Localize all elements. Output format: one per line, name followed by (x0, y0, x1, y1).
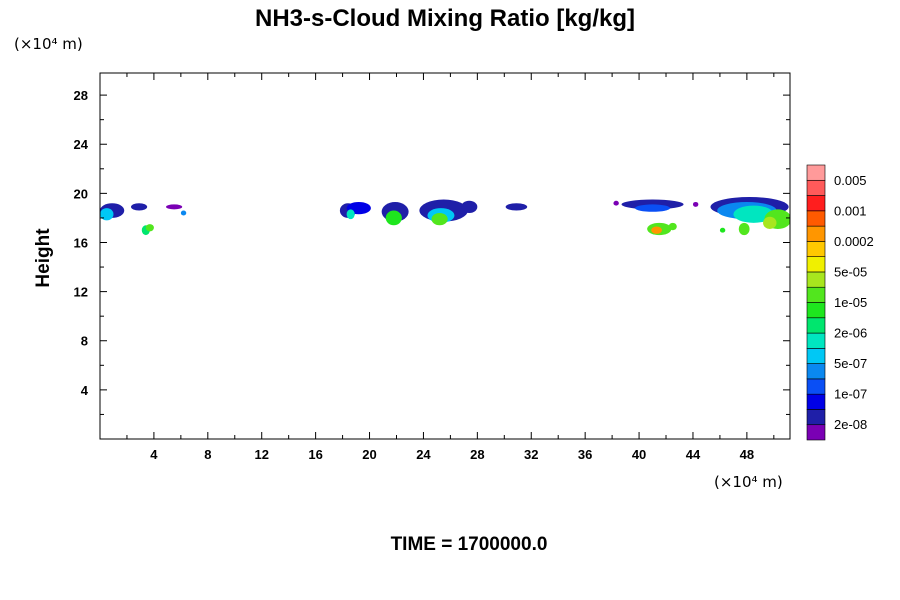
colorbar-swatch (806, 317, 826, 334)
colorbar-swatch (806, 210, 826, 227)
colorbar-swatch (806, 164, 826, 181)
cloud-region-16 (505, 203, 528, 211)
colorbar-label: 0.001 (834, 203, 867, 218)
y-tick-label: 28 (74, 88, 88, 103)
cloud-region-6 (180, 210, 187, 216)
colorbar-label: 1e-07 (834, 387, 867, 402)
x-tick-label: 16 (308, 447, 322, 462)
x-tick-label: 44 (686, 447, 701, 462)
cloud-region-15 (461, 200, 478, 214)
colorbar-label: 0.005 (834, 173, 867, 188)
colorbar-swatch (806, 302, 826, 319)
x-tick-label: 20 (362, 447, 376, 462)
colorbar-swatch (806, 409, 826, 426)
cloud-region-19 (635, 204, 671, 212)
cloud-region-29 (738, 222, 750, 236)
time-label: TIME = 1700000.0 (391, 534, 548, 555)
colorbar-swatch (806, 241, 826, 257)
cloud-region-28 (763, 216, 777, 229)
colorbar-label: 2e-06 (834, 326, 867, 341)
cloud-region-11 (385, 210, 402, 226)
colorbar-label: 5e-05 (834, 264, 867, 279)
colorbar-swatch (806, 348, 826, 364)
x-tick-label: 40 (632, 447, 646, 462)
colorbar-label: 2e-08 (834, 417, 867, 432)
colorbar-swatch (806, 256, 826, 273)
colorbar-swatch (806, 424, 826, 441)
cloud-region-5 (166, 204, 183, 210)
x-tick-label: 28 (470, 447, 484, 462)
x-tick-label: 48 (740, 447, 754, 462)
x-tick-label: 4 (150, 447, 158, 462)
colorbar-label: 5e-07 (834, 356, 867, 371)
cloud-region-14 (431, 213, 448, 226)
y-tick-label: 12 (74, 285, 88, 300)
colorbar-label: 1e-05 (834, 295, 867, 310)
colorbar-swatch (806, 286, 826, 303)
y-tick-label: 8 (81, 334, 88, 349)
colorbar-swatch (806, 195, 826, 212)
cloud-region-2 (130, 203, 148, 211)
colorbar-swatch (806, 378, 826, 395)
y-unit-label: (×10⁴ m) (14, 35, 83, 53)
colorbar-swatch (806, 271, 826, 288)
chart-title: NH3-s-Cloud Mixing Ratio [kg/kg] (255, 5, 635, 32)
cloud-region-23 (692, 201, 699, 207)
cloud-region-21 (651, 226, 662, 234)
y-tick-label: 4 (81, 383, 89, 398)
y-tick-label: 24 (74, 137, 89, 152)
cloud-region-17 (613, 200, 619, 206)
x-unit-label: (×10⁴ m) (714, 473, 783, 491)
x-tick-label: 8 (204, 447, 211, 462)
cloud-region-1 (100, 208, 114, 221)
cloud-region-22 (668, 222, 677, 231)
cloud-region-30 (719, 227, 726, 233)
x-tick-label: 12 (254, 447, 268, 462)
y-tick-label: 16 (74, 235, 88, 250)
plot-regions (100, 197, 790, 236)
cloud-region-9 (346, 209, 355, 220)
colorbar-label: 0.0002 (834, 234, 874, 249)
colorbar-swatch (806, 363, 826, 380)
cloud-region-4 (145, 224, 154, 232)
plot-frame (99, 72, 791, 440)
x-tick-label: 32 (524, 447, 538, 462)
colorbar: 2e-08 1e-07 5e-07 2e-06 1e-05 5e-05 0.0002 0.00… (806, 164, 874, 441)
y-axis-label: Height (33, 228, 54, 288)
colorbar-swatch (806, 332, 826, 349)
colorbar-swatch (806, 179, 826, 196)
y-tick-label: 20 (74, 186, 88, 201)
colorbar-swatch (806, 225, 826, 242)
x-tick-label: 36 (578, 447, 592, 462)
colorbar-swatch (806, 393, 826, 410)
x-tick-label: 24 (416, 447, 431, 462)
cloud-region-26 (733, 205, 774, 223)
